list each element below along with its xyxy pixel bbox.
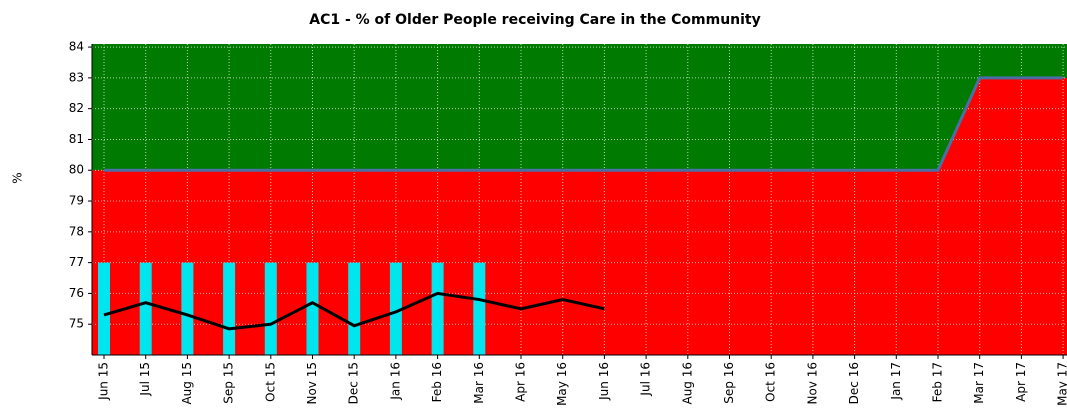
bar xyxy=(306,262,319,355)
bar xyxy=(348,262,361,355)
y-tick-label: 82 xyxy=(69,101,84,115)
y-tick-label: 79 xyxy=(69,194,84,208)
y-tick-label: 78 xyxy=(69,224,84,238)
x-tick-label: Nov 15 xyxy=(305,362,319,405)
x-tick-label: May 16 xyxy=(555,362,569,406)
x-tick-label: Sep 15 xyxy=(222,362,236,404)
y-tick-label: 83 xyxy=(69,70,84,84)
x-tick-label: May 17 xyxy=(1056,362,1067,406)
y-tick-label: 76 xyxy=(69,286,84,300)
bar xyxy=(473,262,486,355)
x-tick-label: Jan 16 xyxy=(388,362,402,401)
bar xyxy=(181,262,194,355)
chart-title: AC1 - % of Older People receiving Care i… xyxy=(309,12,761,28)
y-tick-label: 84 xyxy=(69,40,84,54)
x-tick-label: Feb 16 xyxy=(430,362,444,402)
x-tick-label: Jun 16 xyxy=(597,362,611,401)
x-tick-label: Mar 16 xyxy=(472,362,486,404)
x-tick-label: Feb 17 xyxy=(931,362,945,402)
y-tick-label: 77 xyxy=(69,255,84,269)
x-tick-label: Jun 15 xyxy=(97,362,111,401)
bar xyxy=(223,262,236,355)
x-tick-label: Oct 15 xyxy=(263,362,277,402)
x-tick-label: Aug 15 xyxy=(180,362,194,405)
target-line xyxy=(104,76,1064,172)
y-axis-label: % xyxy=(11,172,25,183)
x-tick-label: Jan 17 xyxy=(889,362,903,401)
below-region xyxy=(92,77,1067,356)
x-tick-label: Apr 16 xyxy=(514,362,528,402)
y-tick-label: 75 xyxy=(69,317,84,331)
x-tick-label: Mar 17 xyxy=(972,362,986,404)
y-tick-label: 80 xyxy=(69,163,84,177)
x-tick-label: Oct 16 xyxy=(764,362,778,402)
x-tick-label: Jul 15 xyxy=(138,362,152,397)
bar xyxy=(98,262,110,355)
x-tick-label: Dec 16 xyxy=(847,362,861,404)
bar xyxy=(389,262,402,355)
x-tick-label: Sep 16 xyxy=(722,362,736,404)
actual-line xyxy=(103,291,605,331)
x-tick-label: Jul 16 xyxy=(639,362,653,397)
x-tick-label: Aug 16 xyxy=(680,362,694,405)
y-tick-label: 81 xyxy=(69,132,84,146)
bar xyxy=(139,262,152,355)
bar xyxy=(264,262,277,355)
x-tick-label: Dec 15 xyxy=(347,362,361,404)
x-tick-label: Apr 17 xyxy=(1014,362,1028,402)
x-tick-label: Nov 16 xyxy=(805,362,819,405)
bar xyxy=(431,262,444,355)
